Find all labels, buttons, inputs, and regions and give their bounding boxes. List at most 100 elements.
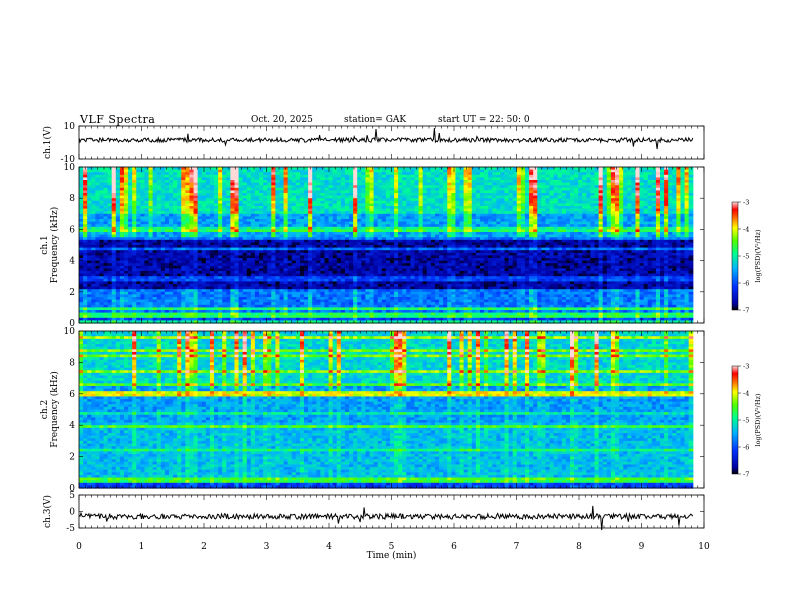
spectrogram-cell xyxy=(271,211,276,215)
spectrogram-cell xyxy=(389,167,395,171)
spectrogram-cell xyxy=(410,307,416,311)
spectrogram-cell xyxy=(136,310,141,314)
spectrogram-cell xyxy=(214,203,219,207)
spectrogram-cell xyxy=(402,281,407,285)
spectrogram-cell xyxy=(271,177,276,181)
spectrogram-cell xyxy=(197,265,203,269)
spectrogram-cell xyxy=(222,213,227,217)
spectrogram-cell xyxy=(169,304,174,308)
spectrogram-cell xyxy=(398,219,403,223)
spectrogram-cell xyxy=(91,203,96,207)
spectrogram-cell xyxy=(320,198,326,202)
spectrogram-cell xyxy=(79,302,84,306)
spectrogram-cell xyxy=(365,200,371,204)
spectrogram-cell xyxy=(361,297,367,301)
spectrogram-cell xyxy=(353,216,358,220)
spectrogram-cell xyxy=(140,245,146,249)
spectrogram-cell xyxy=(156,317,162,321)
spectrogram-cell xyxy=(254,320,260,324)
spectrogram-cell xyxy=(316,315,322,319)
spectrogram-cell xyxy=(238,203,244,207)
spectrogram-cell xyxy=(222,229,227,233)
spectrogram-cell xyxy=(83,260,88,264)
spectrogram-cell xyxy=(242,312,248,316)
spectrogram-cell xyxy=(353,187,358,191)
spectrogram-cell xyxy=(181,273,186,277)
spectrogram-cell xyxy=(148,271,154,275)
spectrogram-cell xyxy=(414,239,420,243)
spectrogram-cell xyxy=(160,167,166,171)
spectrogram-cell xyxy=(369,299,375,303)
spectrogram-cell xyxy=(402,299,407,303)
spectrogram-cell xyxy=(107,182,113,186)
spectrogram-cell xyxy=(406,294,412,298)
spectrogram-cell xyxy=(160,198,166,202)
spectrogram-cell xyxy=(320,297,326,301)
spectrogram-cell xyxy=(234,273,240,277)
spectrogram-cell xyxy=(148,211,154,215)
spectrogram-cell xyxy=(99,203,105,207)
spectrogram-cell xyxy=(283,167,289,171)
spectrogram-cell xyxy=(328,234,334,238)
spectrogram-cell xyxy=(148,252,154,256)
spectrogram-cell xyxy=(156,250,162,254)
spectrogram-cell xyxy=(328,255,334,259)
spectrogram-cell xyxy=(169,312,174,316)
spectrogram-cell xyxy=(83,242,88,246)
spectrogram-cell xyxy=(377,291,383,295)
spectrogram-cell xyxy=(250,182,256,186)
spectrogram-cell xyxy=(369,286,375,290)
spectrogram-cell xyxy=(103,320,109,324)
spectrogram-cell xyxy=(95,195,101,199)
spectrogram-cell xyxy=(304,200,309,204)
spectrogram-cell xyxy=(164,167,170,171)
spectrogram-cell xyxy=(87,258,92,262)
spectrogram-cell xyxy=(242,310,248,314)
spectrogram-cell xyxy=(402,297,407,301)
spectrogram-cell xyxy=(189,317,195,321)
spectrogram-cell xyxy=(193,304,199,308)
spectrogram-cell xyxy=(193,284,199,288)
spectrogram-cell xyxy=(119,169,125,173)
spectrogram-cell xyxy=(209,182,215,186)
spectrogram-cell xyxy=(279,252,285,256)
spectrogram-cell xyxy=(414,307,420,311)
spectrogram-cell xyxy=(344,221,350,225)
spectrogram-cell xyxy=(169,203,174,207)
spectrogram-cell xyxy=(361,260,367,264)
spectrogram-cell xyxy=(107,208,113,212)
spectrogram-cell xyxy=(336,172,342,176)
spectrogram-cell xyxy=(160,177,166,181)
spectrogram-cell xyxy=(340,255,346,259)
spectrogram-cell xyxy=(320,289,326,293)
spectrogram-cell xyxy=(394,213,399,217)
spectrogram-cell xyxy=(222,195,227,199)
spectrogram-cell xyxy=(283,273,289,277)
spectrogram-cell xyxy=(418,193,424,197)
spectrogram-cell xyxy=(320,224,326,228)
spectrogram-cell xyxy=(361,213,367,217)
spectrogram-cell xyxy=(312,317,317,321)
spectrogram-cell xyxy=(332,291,338,295)
spectrogram-cell xyxy=(254,180,260,184)
spectrogram-cell xyxy=(353,172,358,176)
spectrogram-cell xyxy=(381,247,387,251)
spectrogram-cell xyxy=(263,211,268,215)
spectrogram-cell xyxy=(197,169,203,173)
spectrogram-cell xyxy=(344,307,350,311)
spectrogram-cell xyxy=(267,234,272,238)
spectrogram-cell xyxy=(111,206,117,210)
spectrogram-cell xyxy=(169,219,174,223)
spectrogram-cell xyxy=(209,237,215,241)
spectrogram-cell xyxy=(320,182,326,186)
spectrogram-cell xyxy=(304,276,309,280)
spectrogram-cell xyxy=(193,271,199,275)
spectrogram-cell xyxy=(312,276,317,280)
spectrogram-cell xyxy=(381,213,387,217)
spectrogram-cell xyxy=(365,271,371,275)
spectrogram-cell xyxy=(377,273,383,277)
spectrogram-cell xyxy=(79,203,84,207)
spectrogram-cell xyxy=(119,268,125,272)
spectrogram-cell xyxy=(406,167,412,171)
spectrogram-cell xyxy=(332,182,338,186)
